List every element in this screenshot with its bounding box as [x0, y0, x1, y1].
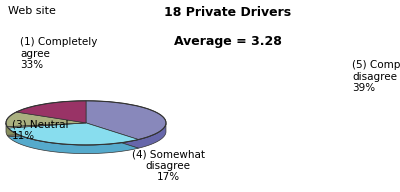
Text: Web site: Web site	[8, 6, 56, 16]
Polygon shape	[86, 123, 166, 148]
Text: Average = 3.28: Average = 3.28	[174, 35, 282, 48]
Polygon shape	[6, 123, 86, 135]
Text: (4) Somewhat
disagree
17%: (4) Somewhat disagree 17%	[132, 149, 204, 182]
Polygon shape	[86, 101, 166, 140]
Text: (3) Neutral
11%: (3) Neutral 11%	[12, 120, 68, 141]
Text: (1) Completely
agree
33%: (1) Completely agree 33%	[20, 37, 97, 70]
Polygon shape	[7, 123, 86, 128]
Polygon shape	[8, 123, 138, 145]
Polygon shape	[16, 101, 86, 123]
Polygon shape	[6, 112, 86, 127]
Polygon shape	[7, 123, 86, 137]
Polygon shape	[8, 123, 138, 154]
Text: (5) Completely
disagree
39%: (5) Completely disagree 39%	[352, 60, 400, 93]
Text: 18 Private Drivers: 18 Private Drivers	[164, 6, 292, 19]
